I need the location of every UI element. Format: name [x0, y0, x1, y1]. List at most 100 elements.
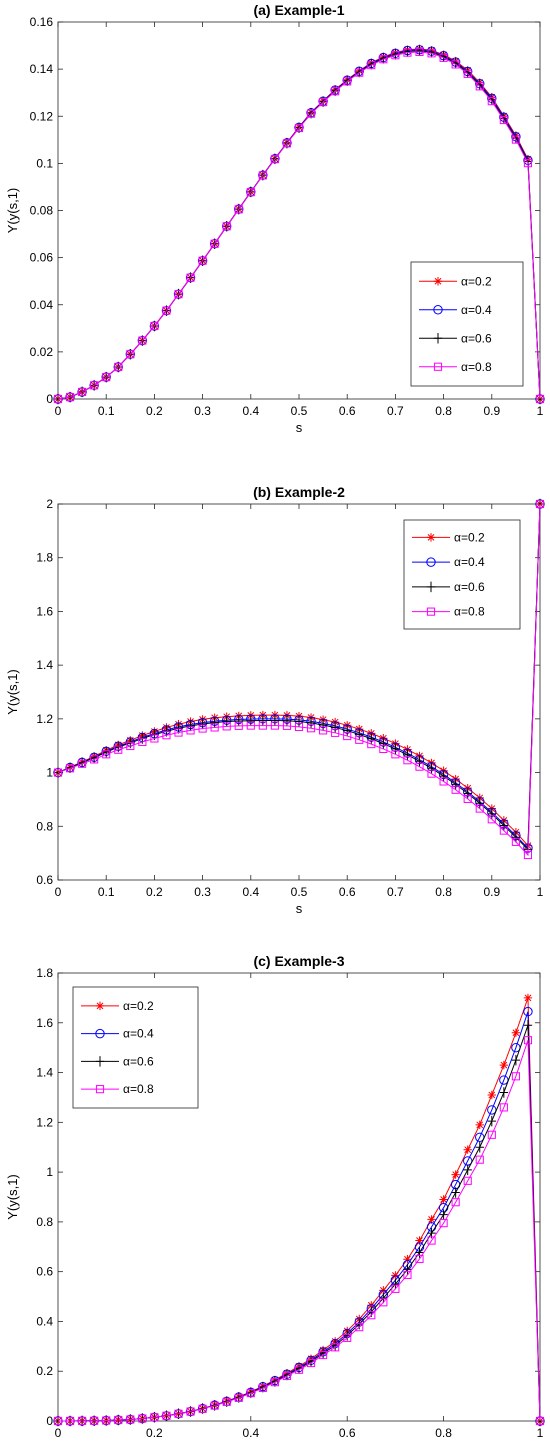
data-point — [487, 815, 496, 824]
data-point — [186, 720, 195, 732]
data-point — [463, 1164, 472, 1176]
data-point — [487, 97, 496, 106]
data-point — [463, 1145, 472, 1154]
data-point — [427, 763, 436, 774]
y-axis-label: Y(y(s,1) — [5, 669, 20, 715]
y-tick-label: 0.6 — [36, 1265, 53, 1279]
y-tick-label: 0.8 — [36, 1215, 53, 1229]
x-tick-label: 0.4 — [242, 1426, 259, 1440]
data-point — [186, 273, 195, 282]
data-point — [294, 1365, 304, 1374]
data-point — [343, 75, 352, 86]
legend-marker — [426, 557, 436, 567]
chart-panel-2: (b) Example-2 0 0.1 0.2 0.3 0.4 0.5 0.6 0.7 0.8 0.… — [5, 484, 545, 916]
data-point — [258, 721, 267, 730]
legend-label: α=0.6 — [123, 1054, 154, 1068]
data-point — [415, 1247, 424, 1258]
legend-marker — [95, 1085, 105, 1094]
data-point — [415, 47, 424, 56]
data-point — [90, 1416, 99, 1425]
data-point — [53, 1416, 63, 1426]
x-tick-label: 0.2 — [146, 885, 163, 899]
data-point — [65, 1416, 75, 1426]
data-point — [65, 393, 75, 402]
data-point — [138, 1414, 147, 1423]
data-point — [403, 749, 412, 761]
data-point — [391, 750, 400, 759]
data-point — [270, 155, 279, 164]
data-point — [463, 69, 472, 78]
data-point — [198, 724, 207, 733]
y-tick-label: 0.04 — [30, 298, 54, 312]
data-point — [379, 744, 388, 754]
data-point — [90, 755, 99, 764]
data-point — [451, 1198, 460, 1207]
data-point — [391, 1278, 400, 1290]
legend: α=0.2 α=0.4 α=0.6 α=0.8 — [410, 261, 524, 387]
data-point — [306, 1358, 316, 1368]
data-point — [331, 87, 340, 96]
y-tick-label: 1.8 — [36, 966, 53, 980]
data-point — [234, 1393, 243, 1402]
data-point — [198, 1404, 207, 1413]
data-point — [319, 98, 328, 107]
data-point — [138, 737, 147, 747]
data-point — [102, 746, 111, 758]
data-point — [427, 1236, 436, 1245]
data-point — [222, 222, 231, 231]
data-point — [475, 1155, 484, 1164]
data-point — [403, 756, 412, 765]
chart-title: (c) Example-3 — [253, 953, 344, 969]
data-point — [162, 731, 171, 740]
data-point — [511, 135, 520, 144]
data-point — [439, 53, 448, 62]
data-point — [403, 46, 412, 57]
data-point — [499, 115, 508, 125]
data-point — [523, 993, 533, 1003]
data-point — [451, 785, 460, 794]
data-point — [126, 1415, 135, 1424]
data-point — [126, 350, 135, 359]
data-point — [439, 1219, 448, 1228]
y-tick-label: 0.4 — [36, 1314, 53, 1328]
data-point — [523, 1020, 533, 1031]
data-point — [186, 726, 195, 735]
data-point — [294, 716, 304, 727]
data-point — [451, 1170, 460, 1179]
x-tick-label: 0.7 — [387, 404, 404, 418]
data-point — [463, 1176, 472, 1185]
data-point — [511, 1072, 520, 1081]
data-point — [114, 741, 123, 753]
y-tick-label: 0.8 — [36, 819, 53, 833]
data-point — [415, 45, 424, 56]
data-point — [355, 735, 364, 744]
data-point — [78, 759, 87, 768]
legend-box — [403, 519, 521, 630]
data-point — [499, 113, 509, 124]
data-point — [138, 336, 147, 345]
y-tick-label: 0 — [46, 392, 53, 406]
data-point — [78, 387, 87, 397]
legend-label: α=0.2 — [454, 530, 485, 544]
data-point — [282, 1371, 292, 1381]
x-tick-label: 0.6 — [339, 404, 356, 418]
data-point — [415, 762, 424, 771]
data-point — [379, 738, 388, 749]
data-point — [511, 1028, 521, 1037]
data-point — [439, 1209, 448, 1220]
data-point — [415, 1254, 424, 1264]
legend-marker — [433, 362, 443, 371]
data-point — [439, 1195, 448, 1204]
chart-panel-1: (a) Example-1 0 0.1 0.2 0.3 0.4 0.5 0.6 0.7 0.8 0.… — [5, 2, 545, 435]
x-tick-label: 0.4 — [242, 885, 259, 899]
data-point — [198, 718, 207, 730]
data-point — [126, 737, 135, 749]
data-point — [391, 1284, 400, 1293]
y-tick-label: 1 — [46, 766, 53, 780]
data-point — [535, 394, 545, 404]
data-point — [331, 1343, 340, 1352]
x-tick-label: 0.1 — [98, 404, 115, 418]
data-point — [511, 837, 520, 846]
data-point — [367, 1301, 376, 1310]
legend-label: α=0.4 — [123, 1027, 154, 1041]
